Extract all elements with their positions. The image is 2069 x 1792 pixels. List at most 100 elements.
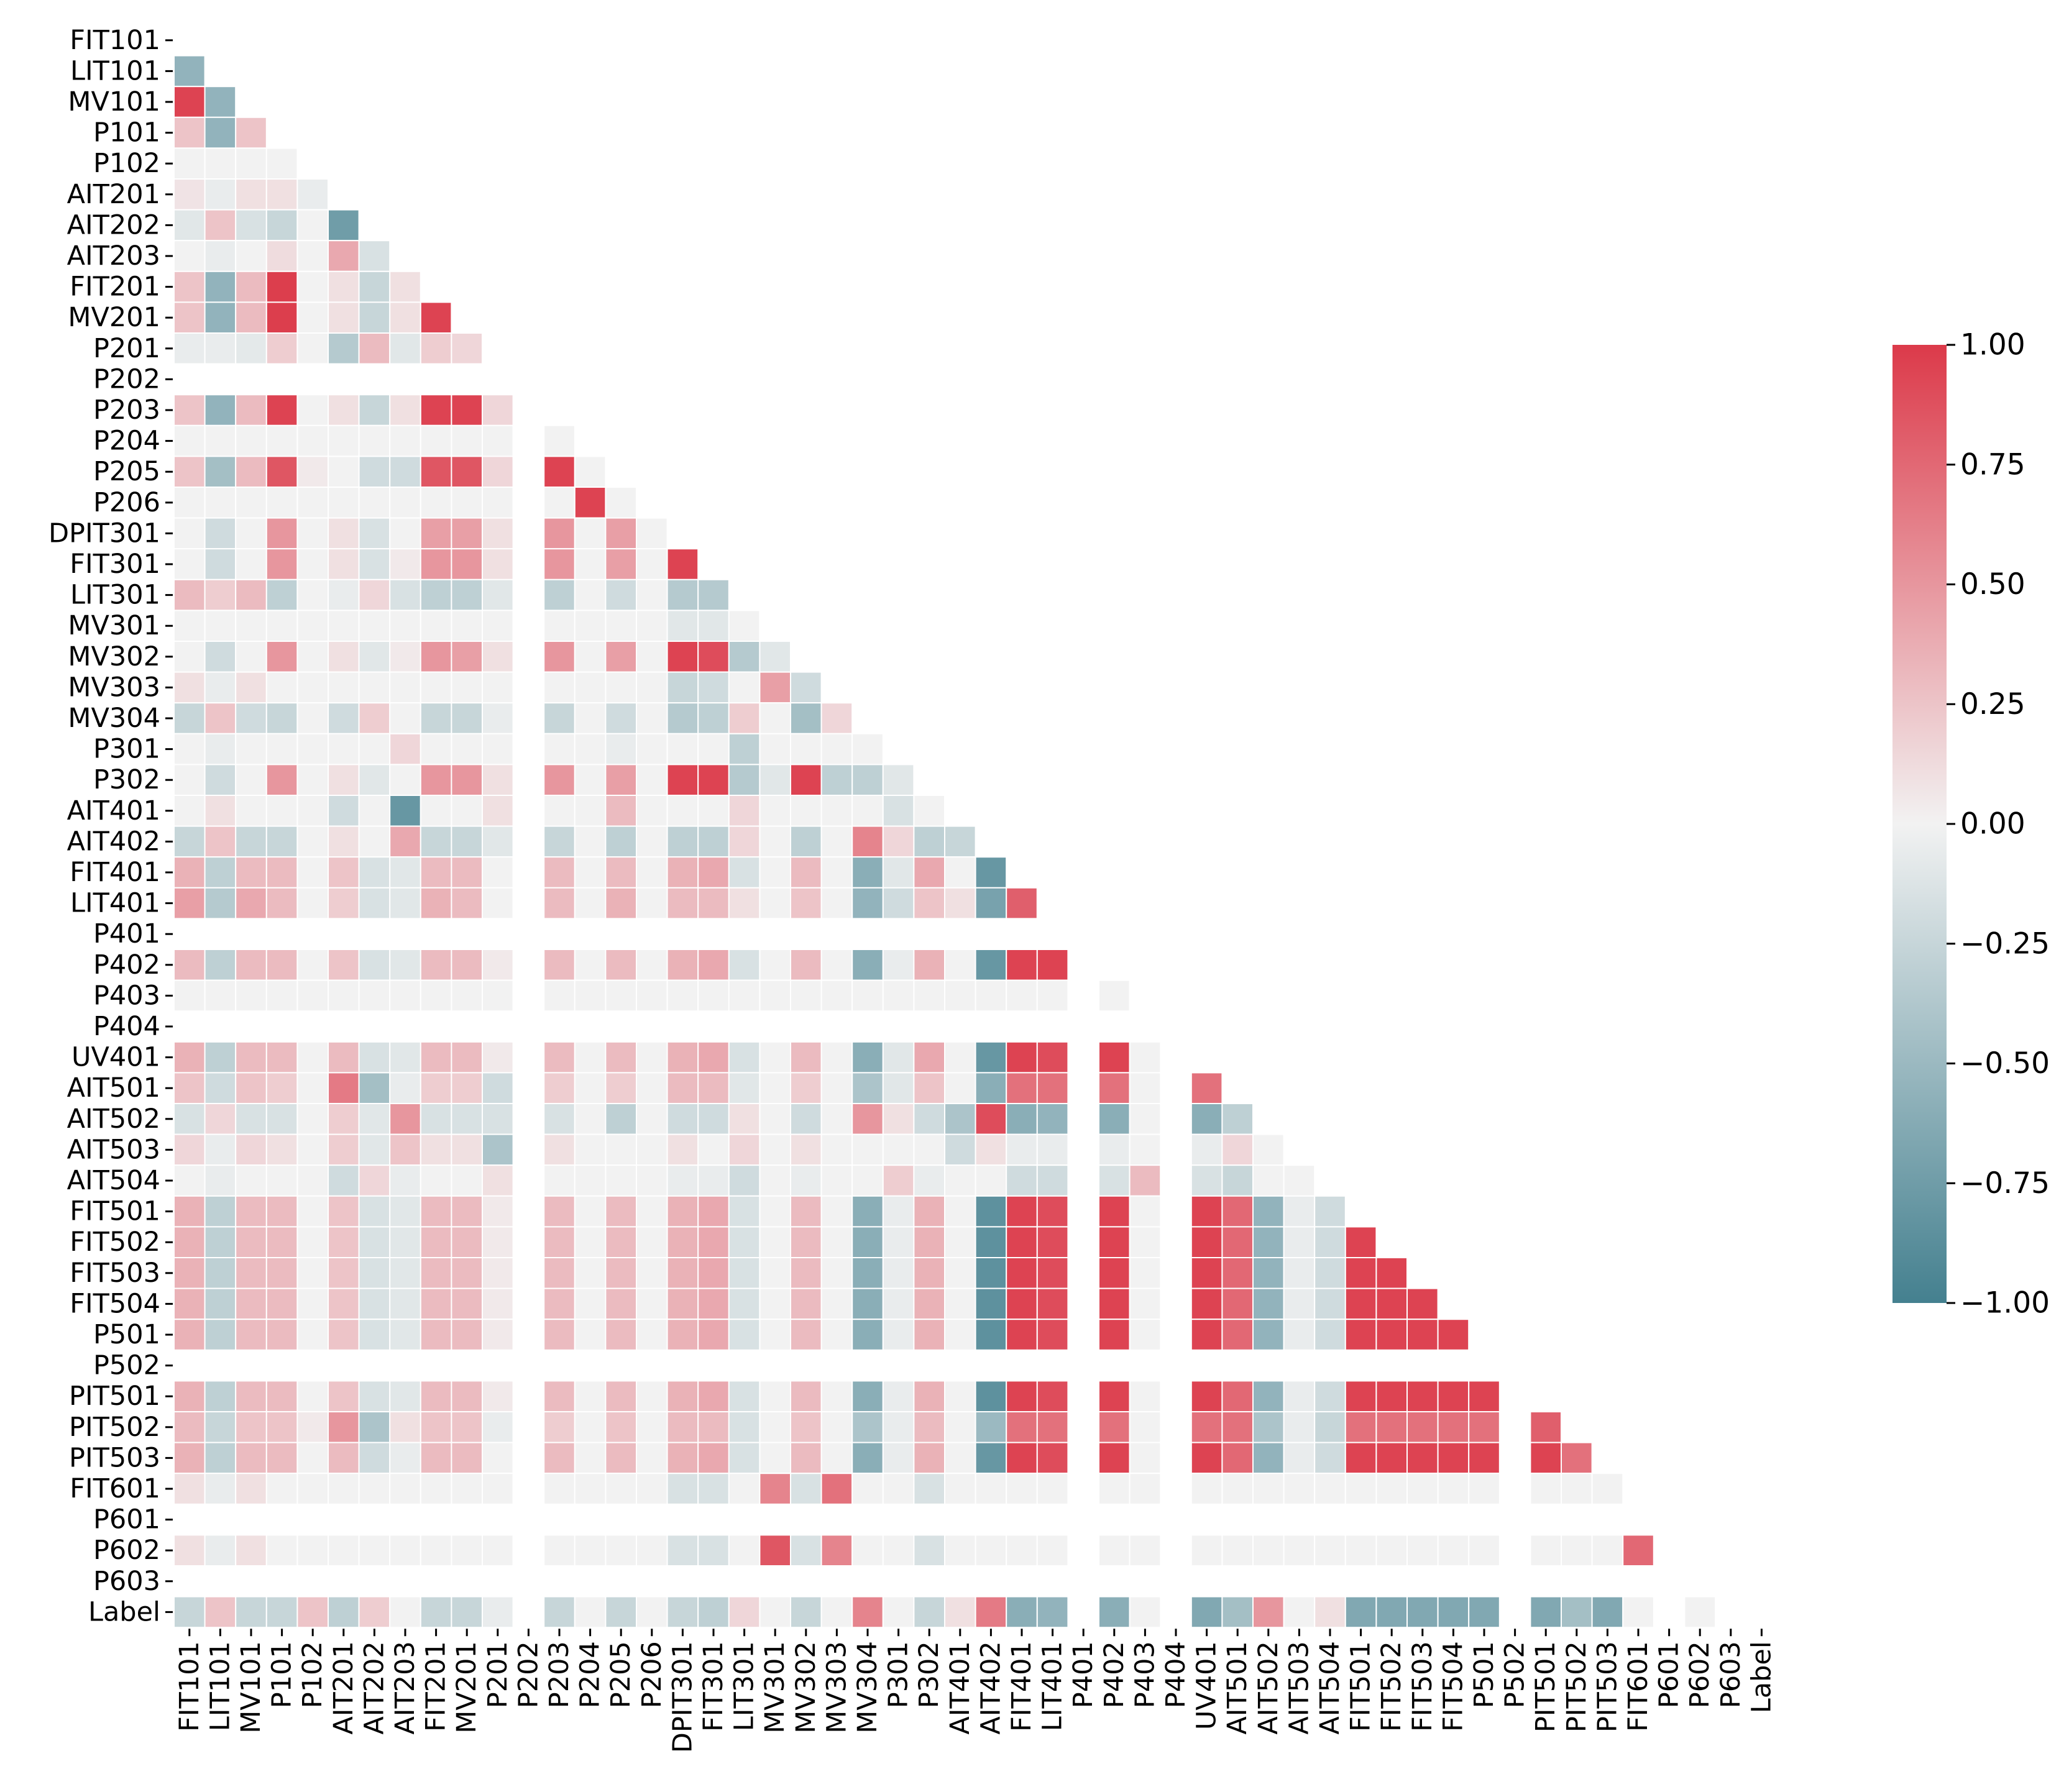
x-label-P202: P202 (513, 1641, 544, 1708)
cell-AIT501-MV101 (235, 1072, 267, 1105)
cell-MV304-MV303 (820, 702, 853, 734)
cell-FIT601-P206 (636, 1473, 668, 1505)
cell-P302-AIT201 (328, 764, 360, 797)
cell-FIT601-DPIT301 (666, 1473, 699, 1505)
cell-UV401-MV304 (851, 1041, 884, 1074)
cell-LIT401-FIT401 (1006, 887, 1038, 920)
cell-FIT504-LIT301 (728, 1287, 761, 1320)
cell-FIT601-P302 (913, 1473, 946, 1505)
colorbar-tick-label: −0.25 (1960, 926, 2050, 961)
cell-FIT301-P204 (574, 548, 607, 580)
cell-P602-AIT401 (944, 1534, 976, 1566)
cell-AIT504-MV101 (235, 1164, 267, 1197)
cell-P203-P101 (265, 394, 298, 426)
cell-LIT301-AIT203 (389, 578, 421, 611)
x-label-P404: P404 (1160, 1641, 1191, 1708)
y-label-FIT501: FIT501 (70, 1196, 160, 1227)
cell-P402-MV201 (451, 949, 484, 981)
x-label-PIT502: PIT502 (1561, 1641, 1592, 1732)
cell-FIT503-P206 (636, 1257, 668, 1289)
y-label-P301: P301 (93, 734, 160, 765)
cell-Label-P501 (1468, 1596, 1500, 1629)
cell-AIT504-FIT401 (1006, 1164, 1038, 1197)
cell-UV401-P205 (605, 1041, 638, 1074)
cell-P302-FIT201 (420, 764, 452, 797)
cell-P501-DPIT301 (666, 1319, 699, 1351)
cell-AIT503-P402 (1098, 1133, 1131, 1166)
cell-PIT501-P102 (296, 1380, 329, 1412)
cell-FIT504-AIT401 (944, 1287, 976, 1320)
cell-AIT401-P206 (636, 795, 668, 827)
cell-P204-FIT201 (420, 424, 452, 457)
cell-LIT401-LIT301 (728, 887, 761, 920)
cell-AIT401-P302 (913, 795, 946, 827)
cell-FIT504-MV304 (851, 1287, 884, 1320)
cell-PIT501-MV201 (451, 1380, 484, 1412)
cell-LIT401-P302 (913, 887, 946, 920)
cell-P302-DPIT301 (666, 764, 699, 797)
cell-MV303-AIT202 (358, 671, 391, 704)
cell-FIT503-P204 (574, 1257, 607, 1289)
cell-LIT401-MV304 (851, 887, 884, 920)
cell-DPIT301-P203 (543, 517, 576, 550)
y-label-LIT401: LIT401 (70, 888, 160, 919)
cell-FIT502-MV304 (851, 1226, 884, 1259)
cell-AIT202-LIT101 (204, 209, 237, 242)
cell-LIT401-AIT401 (944, 887, 976, 920)
cell-AIT502-FIT401 (1006, 1103, 1038, 1135)
cell-P206-MV201 (451, 487, 484, 519)
cell-P302-MV302 (790, 764, 822, 797)
cell-P403-LIT101 (204, 979, 237, 1012)
cell-FIT501-MV303 (820, 1195, 853, 1228)
cell-P501-AIT504 (1314, 1319, 1346, 1351)
cell-FIT504-FIT201 (420, 1287, 452, 1320)
cell-PIT502-P206 (636, 1411, 668, 1443)
cell-AIT501-DPIT301 (666, 1072, 699, 1105)
cell-LIT301-FIT101 (173, 578, 206, 611)
cell-FIT504-P402 (1098, 1287, 1131, 1320)
cell-FIT502-P403 (1129, 1226, 1162, 1259)
x-label-P401: P401 (1068, 1641, 1099, 1708)
cell-FIT501-LIT401 (1036, 1195, 1069, 1228)
cell-MV304-MV201 (451, 702, 484, 734)
cell-FIT503-P403 (1129, 1257, 1162, 1289)
cell-FIT601-AIT503 (1283, 1473, 1316, 1505)
cell-P205-LIT101 (204, 455, 237, 488)
cell-FIT201-AIT201 (328, 270, 360, 303)
cell-AIT501-MV304 (851, 1072, 884, 1105)
cell-AIT503-LIT401 (1036, 1133, 1069, 1166)
x-label-FIT201: FIT201 (421, 1641, 452, 1732)
cell-PIT501-AIT503 (1283, 1380, 1316, 1412)
cell-P205-AIT202 (358, 455, 391, 488)
cell-AIT402-MV201 (451, 825, 484, 858)
cell-MV303-LIT301 (728, 671, 761, 704)
cell-P402-FIT101 (173, 949, 206, 981)
cell-DPIT301-AIT203 (389, 517, 421, 550)
x-label-FIT301: FIT301 (698, 1641, 729, 1732)
cell-PIT501-P302 (913, 1380, 946, 1412)
cell-PIT501-P301 (882, 1380, 915, 1412)
cell-P602-AIT201 (328, 1534, 360, 1566)
colorbar-ticks: 1.00 0.75 0.50 0.25 0.00 −0.25 −0.50 −0.75 −1.00 (1947, 328, 2050, 1320)
cell-FIT301-P102 (296, 548, 329, 580)
x-label-MV201: MV201 (451, 1641, 482, 1734)
cell-AIT401-FIT101 (173, 795, 206, 827)
cell-P203-MV201 (451, 394, 484, 426)
cell-Label-PIT501 (1530, 1596, 1562, 1629)
colorbar-tick-label: −0.50 (1960, 1046, 2050, 1081)
cell-AIT503-LIT101 (204, 1133, 237, 1166)
cell-Label-AIT402 (975, 1596, 1007, 1629)
cell-AIT502-MV304 (851, 1103, 884, 1135)
cell-P302-MV304 (851, 764, 884, 797)
cell-UV401-MV302 (790, 1041, 822, 1074)
cell-UV401-P301 (882, 1041, 915, 1074)
cell-FIT502-AIT504 (1314, 1226, 1346, 1259)
cell-FIT503-MV303 (820, 1257, 853, 1289)
cell-PIT503-MV101 (235, 1442, 267, 1474)
cell-P403-FIT101 (173, 979, 206, 1012)
cell-FIT401-P301 (882, 856, 915, 889)
cell-AIT504-MV201 (451, 1164, 484, 1197)
cell-MV302-FIT101 (173, 641, 206, 673)
cell-AIT504-MV303 (820, 1164, 853, 1197)
cell-PIT502-MV301 (759, 1411, 792, 1443)
